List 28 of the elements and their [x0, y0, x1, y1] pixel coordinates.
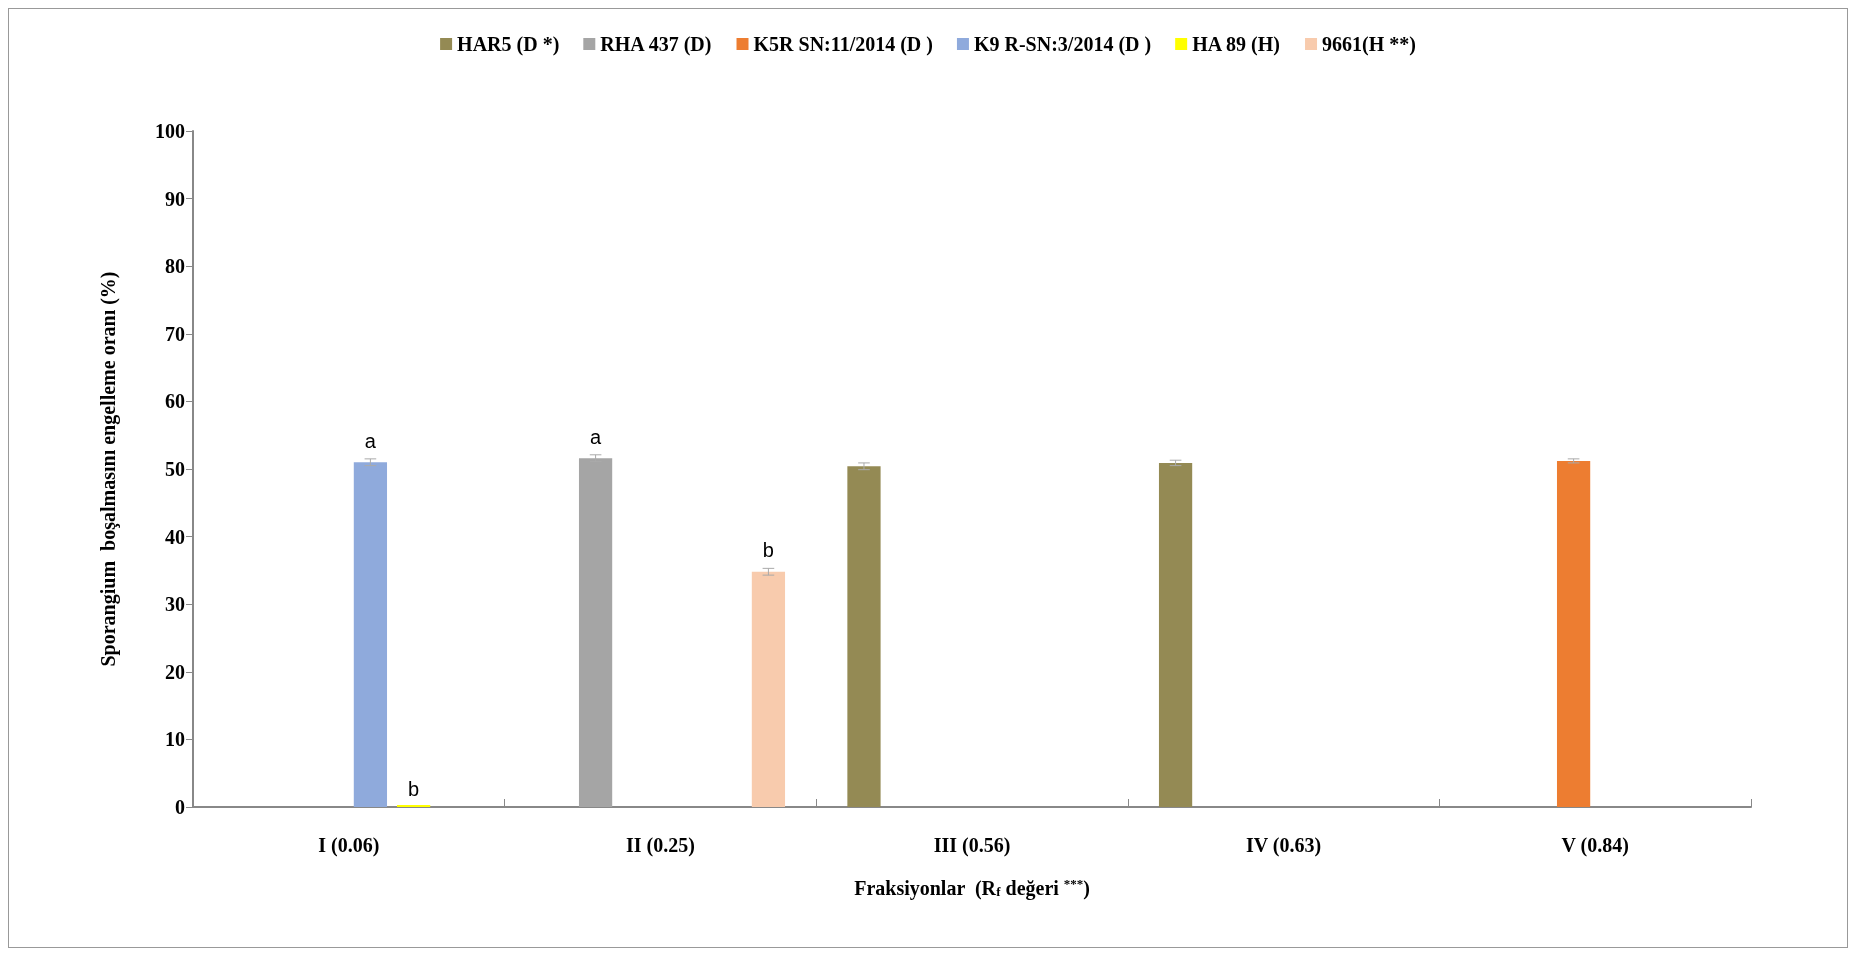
y-tick-label: 100: [155, 120, 185, 142]
legend-label: HAR5 (D *): [457, 33, 560, 56]
y-tick-label: 70: [165, 322, 185, 345]
x-tick-label: II (0.25): [625, 834, 695, 857]
data-label: b: [408, 778, 420, 800]
legend-label: RHA 437 (D): [600, 33, 712, 56]
x-tick-label: IV (0.63): [1246, 834, 1322, 857]
y-tick-label: 0: [175, 796, 185, 818]
y-tick-label: 40: [165, 525, 185, 548]
y-tick-label: 90: [165, 187, 185, 210]
x-tick-label: III (0.56): [933, 834, 1011, 857]
data-label: a: [364, 429, 377, 452]
x-axis-title: Fraksiyonlar (Rf değeri ***): [854, 876, 1091, 900]
y-tick-label: 60: [165, 390, 185, 413]
legend-label: K5R SN:11/2014 (D ): [753, 33, 933, 56]
y-tick-label: 50: [165, 458, 185, 480]
y-tick-label: 10: [165, 728, 185, 751]
y-tick-label: 20: [165, 660, 185, 683]
data-label: a: [590, 425, 603, 448]
y-tick-label: 30: [165, 593, 185, 616]
x-tick-label: I (0.06): [318, 834, 380, 857]
y-axis-title: Sporangium boşalmasını engelleme oranı (%): [97, 271, 120, 667]
legend-label: K9 R-SN:3/2014 (D ): [973, 33, 1152, 56]
data-label: b: [762, 539, 774, 562]
legend-label: 9661(H **): [1322, 33, 1416, 56]
x-tick-label: V (0.84): [1561, 834, 1629, 857]
legend-label: HA 89 (H): [1192, 33, 1280, 56]
y-tick-label: 80: [165, 255, 185, 278]
